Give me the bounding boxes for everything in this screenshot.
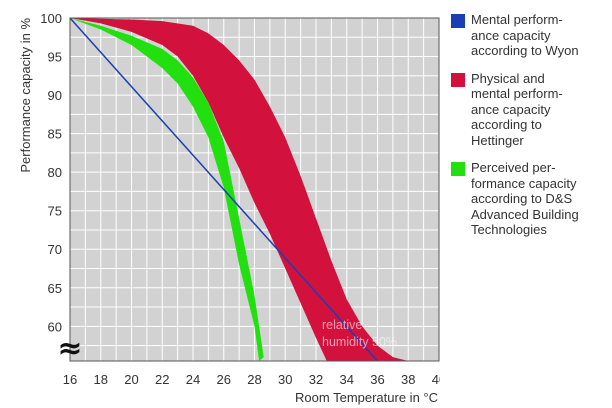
legend-item-perceived: Perceived per- formance capacity accordi…: [451, 160, 611, 238]
y-tick-label: 90: [48, 88, 62, 103]
series-line-0: [69, 17, 379, 362]
legend-swatch-hettinger: [451, 72, 465, 87]
x-tick-label: 28: [247, 372, 261, 387]
x-tick-label: 38: [401, 372, 415, 387]
x-tick-label: 34: [340, 372, 354, 387]
legend-swatch-wyon: [451, 14, 465, 28]
chart: 16 18 20 22 24 26 28 30 32 34 36 38 40 60 65 70 75 80 85 9…: [18, 11, 440, 405]
y-tick-label: 85: [48, 127, 62, 142]
y-axis-title: Performance capacity in %: [18, 18, 33, 173]
y-tick-label: 60: [48, 319, 62, 334]
y-tick-label: 95: [48, 50, 62, 65]
annotation-relative-humidity: relative humidity 50%: [322, 318, 397, 349]
legend-swatch-perceived: [451, 162, 465, 176]
y-tick-labels: 60 65 70 75 80 85 90 95 100: [40, 11, 62, 334]
annotation-line: relative: [322, 318, 362, 332]
series-band-2: [70, 18, 264, 361]
y-tick-label: 80: [48, 165, 62, 180]
annotation-line: humidity 50%: [322, 335, 397, 349]
legend-label-hettinger: Physical and mental perform- ance capaci…: [471, 70, 563, 148]
x-tick-label: 20: [124, 372, 138, 387]
y-tick-label: 70: [48, 242, 62, 257]
x-tick-label: 32: [309, 372, 323, 387]
x-tick-label: 22: [155, 372, 169, 387]
x-tick-label: 40: [432, 372, 440, 387]
x-tick-label: 16: [63, 372, 77, 387]
x-tick-label: 30: [278, 372, 292, 387]
series-band-1: [70, 18, 409, 361]
y-tick-label: 65: [48, 281, 62, 296]
x-tick-labels: 16 18 20 22 24 26 28 30 32 34 36 38 40: [63, 372, 440, 387]
legend-item-wyon: Mental perform- ance capacity according …: [451, 12, 611, 59]
y-tick-label: 100: [40, 11, 62, 26]
legend: Mental perform- ance capacity according …: [451, 12, 611, 250]
series-layer: [69, 17, 409, 362]
plot-frame: [69, 17, 440, 362]
axis-break-symbol: ≈: [57, 331, 82, 366]
x-tick-label: 18: [94, 372, 108, 387]
x-tick-label: 24: [186, 372, 200, 387]
x-tick-label: 26: [217, 372, 231, 387]
x-tick-label: 36: [370, 372, 384, 387]
legend-label-wyon: Mental perform- ance capacity according …: [471, 12, 579, 58]
y-tick-label: 75: [48, 204, 62, 219]
x-axis-title: Room Temperature in °C: [295, 390, 438, 405]
legend-item-hettinger: Physical and mental perform- ance capaci…: [451, 71, 611, 149]
legend-label-perceived: Perceived per- formance capacity accordi…: [471, 160, 579, 237]
